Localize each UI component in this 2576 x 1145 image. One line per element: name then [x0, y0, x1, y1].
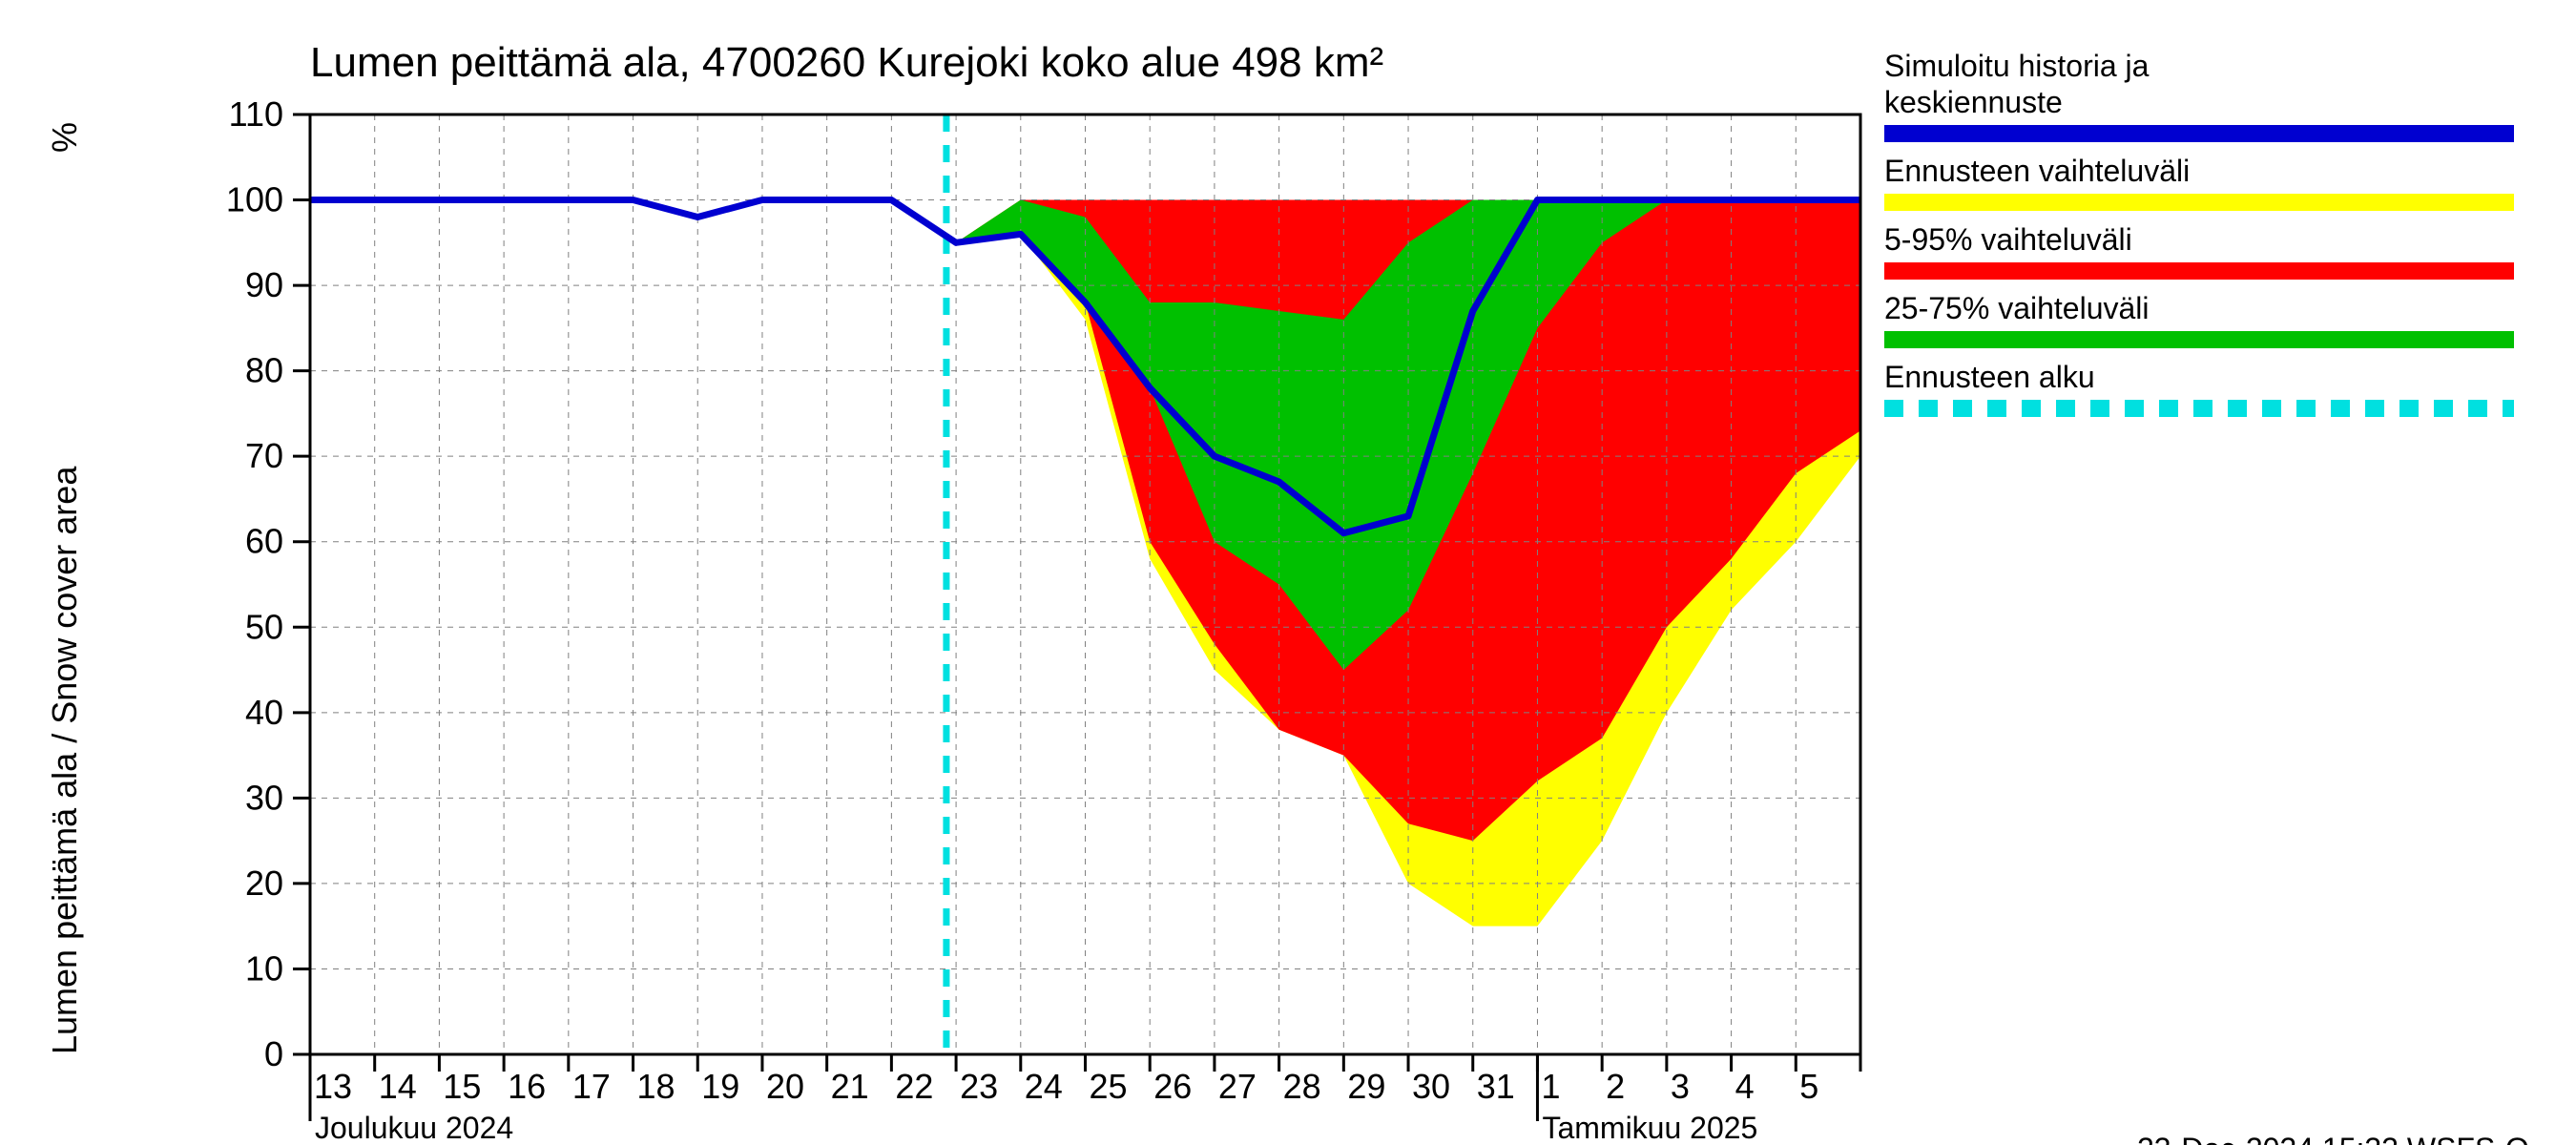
- x-tick-label: 28: [1283, 1067, 1321, 1106]
- y-tick-label: 80: [245, 351, 283, 390]
- y-axis-label: Lumen peittämä ala / Snow cover area: [45, 466, 84, 1054]
- x-tick-label: 25: [1090, 1067, 1128, 1106]
- month2-fi: Tammikuu 2025: [1542, 1111, 1757, 1145]
- x-tick-label: 23: [960, 1067, 998, 1106]
- x-tick-label: 24: [1025, 1067, 1063, 1106]
- chart-container: 0102030405060708090100110131415161718192…: [0, 0, 2576, 1145]
- y-tick-label: 40: [245, 693, 283, 732]
- x-tick-label: 30: [1412, 1067, 1450, 1106]
- y-tick-label: 20: [245, 864, 283, 903]
- legend-label: Ennusteen alku: [1884, 360, 2095, 394]
- x-tick-label: 13: [314, 1067, 352, 1106]
- month1-fi: Joulukuu 2024: [315, 1111, 513, 1145]
- x-tick-label: 14: [379, 1067, 417, 1106]
- y-tick-label: 60: [245, 522, 283, 561]
- y-tick-label: 110: [229, 94, 283, 134]
- footer-timestamp: 23-Dec-2024 15:32 WSFS-O: [2137, 1132, 2529, 1145]
- x-tick-label: 1: [1541, 1067, 1560, 1106]
- x-tick-label: 22: [895, 1067, 933, 1106]
- y-tick-label: 50: [245, 607, 283, 646]
- y-tick-label: 30: [245, 778, 283, 817]
- x-tick-label: 4: [1735, 1067, 1755, 1106]
- y-axis-unit: %: [45, 122, 84, 153]
- legend-label: Simuloitu historia ja: [1884, 49, 2150, 83]
- x-tick-label: 19: [701, 1067, 739, 1106]
- y-tick-label: 10: [245, 948, 283, 988]
- legend-label: keskiennuste: [1884, 85, 2063, 119]
- svg-text:Lumen peittämä ala / Snow cove: Lumen peittämä ala / Snow cover area: [45, 466, 84, 1054]
- x-tick-label: 2: [1606, 1067, 1625, 1106]
- x-tick-label: 16: [508, 1067, 546, 1106]
- y-tick-label: 90: [245, 265, 283, 304]
- x-tick-label: 15: [443, 1067, 481, 1106]
- x-tick-label: 31: [1477, 1067, 1515, 1106]
- y-tick-label: 70: [245, 436, 283, 475]
- x-tick-label: 18: [637, 1067, 675, 1106]
- x-tick-label: 17: [572, 1067, 611, 1106]
- y-tick-label: 0: [264, 1034, 283, 1073]
- legend-label: 5-95% vaihteluväli: [1884, 222, 2132, 257]
- x-tick-label: 29: [1347, 1067, 1385, 1106]
- chart-svg: 0102030405060708090100110131415161718192…: [0, 0, 2576, 1145]
- svg-text:%: %: [45, 122, 84, 153]
- x-tick-label: 3: [1671, 1067, 1690, 1106]
- x-tick-label: 21: [831, 1067, 869, 1106]
- x-tick-label: 20: [766, 1067, 804, 1106]
- x-tick-label: 26: [1153, 1067, 1192, 1106]
- x-tick-label: 5: [1799, 1067, 1818, 1106]
- chart-title: Lumen peittämä ala, 4700260 Kurejoki kok…: [310, 39, 1383, 86]
- legend-label: 25-75% vaihteluväli: [1884, 291, 2150, 325]
- legend-label: Ennusteen vaihteluväli: [1884, 154, 2190, 188]
- y-tick-label: 100: [226, 180, 283, 219]
- x-tick-label: 27: [1218, 1067, 1257, 1106]
